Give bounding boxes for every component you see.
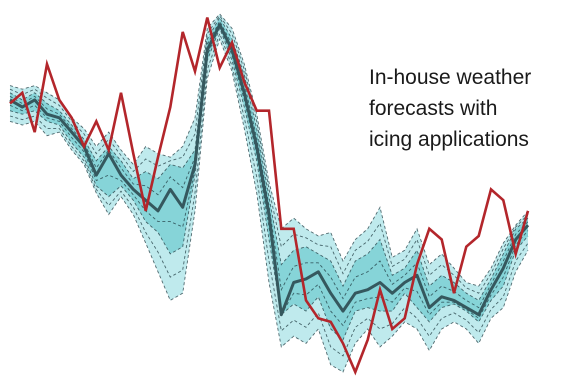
caption-line-2: forecasts with (369, 97, 498, 120)
caption-line-1: In-house weather (369, 66, 532, 89)
ensemble-bands (10, 14, 528, 372)
forecast-lines (9, 17, 530, 376)
observed-series-line (9, 17, 530, 376)
ensemble-member-inner-low-line (9, 25, 529, 327)
ensemble-median-line (9, 23, 530, 317)
ensemble-member-mid-high-line (9, 15, 529, 294)
caption-line-3: icing applications (369, 128, 529, 151)
ensemble-inner-band (10, 17, 528, 340)
ensemble-member-min-line (9, 37, 529, 373)
ensemble-member-p75-line (9, 16, 529, 302)
ensemble-member-p25-line (9, 27, 529, 341)
chart-caption: In-house weather forecasts with icing ap… (369, 62, 569, 155)
ensemble-member-mid-low-line (9, 32, 529, 357)
ensemble-member-lines (9, 13, 529, 373)
ensemble-member-max-line (9, 13, 529, 287)
